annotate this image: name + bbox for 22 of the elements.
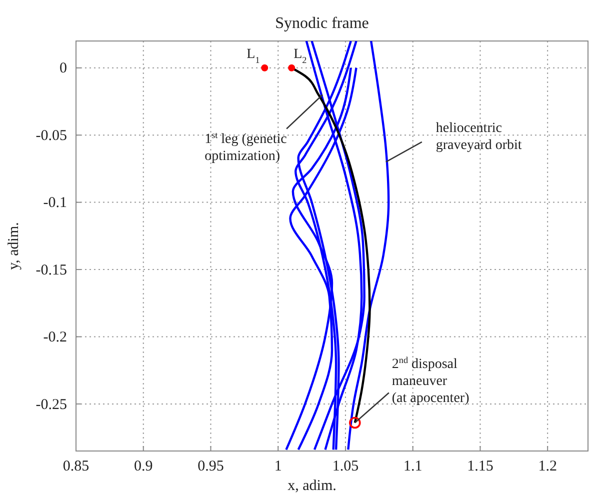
annotation: L$_{1}$ (246, 46, 260, 65)
annotation: L$_{2}$ (294, 46, 308, 65)
y-tick-label: 0 (60, 60, 67, 77)
x-tick-label: 0.95 (198, 458, 224, 475)
annotation: 2$^{nd}$ disposal maneuver (at apocenter) (392, 354, 470, 406)
x-tick-label: 0.9 (134, 458, 153, 475)
y-tick-label: -0.25 (36, 396, 67, 413)
chart-title: Synodic frame (275, 15, 369, 32)
y-tick-label: -0.1 (43, 195, 67, 212)
x-tick-label: 1.05 (332, 458, 359, 475)
y-tick-label: -0.15 (36, 262, 67, 278)
x-tick-label: 0.85 (62, 458, 90, 475)
x-tick-label: 1.15 (467, 458, 494, 475)
x-tick-label: 1.2 (538, 458, 557, 475)
y-tick-label: -0.2 (43, 330, 67, 346)
x-tick-label: 1 (274, 458, 282, 475)
annotation: heliocentric graveyard orbit (436, 120, 522, 153)
y-axis-title: y, adim. (6, 222, 22, 270)
y-tick-label: -0.05 (36, 128, 67, 144)
x-axis-title: x, adim. (288, 478, 336, 493)
annotation: 1$^{st}$ leg (genetic optimization) (204, 130, 287, 164)
x-tick-label: 1.1 (403, 458, 422, 475)
